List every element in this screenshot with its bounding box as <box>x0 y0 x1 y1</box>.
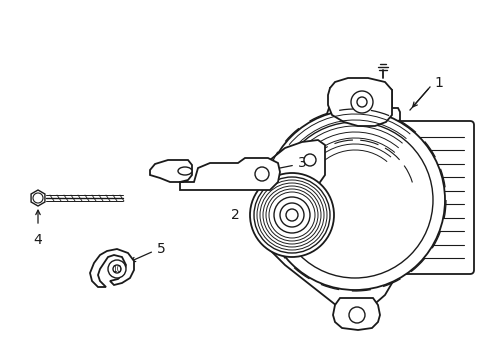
Text: 5: 5 <box>157 242 165 256</box>
Circle shape <box>276 122 432 278</box>
Text: 4: 4 <box>34 233 42 247</box>
Text: 2: 2 <box>231 208 240 222</box>
Polygon shape <box>31 190 45 206</box>
Circle shape <box>260 183 324 247</box>
Circle shape <box>253 177 329 253</box>
Circle shape <box>249 173 333 257</box>
Circle shape <box>356 97 366 107</box>
Ellipse shape <box>178 167 192 175</box>
Polygon shape <box>327 78 391 126</box>
Circle shape <box>33 193 43 203</box>
Circle shape <box>280 203 304 227</box>
Polygon shape <box>267 140 325 188</box>
Circle shape <box>263 186 320 244</box>
Polygon shape <box>332 298 379 330</box>
Circle shape <box>113 265 121 273</box>
Text: 1: 1 <box>433 76 442 90</box>
Circle shape <box>257 180 326 250</box>
Circle shape <box>265 189 317 241</box>
FancyBboxPatch shape <box>387 121 473 274</box>
Circle shape <box>304 154 315 166</box>
Polygon shape <box>260 80 469 312</box>
Circle shape <box>285 209 297 221</box>
Circle shape <box>348 307 364 323</box>
Polygon shape <box>90 249 134 287</box>
Text: 10: 10 <box>112 265 122 274</box>
Circle shape <box>273 197 309 233</box>
Text: 3: 3 <box>297 156 306 170</box>
Polygon shape <box>150 158 280 190</box>
Circle shape <box>108 260 126 278</box>
Circle shape <box>268 192 314 238</box>
Circle shape <box>254 167 268 181</box>
Circle shape <box>264 110 444 290</box>
Circle shape <box>350 91 372 113</box>
